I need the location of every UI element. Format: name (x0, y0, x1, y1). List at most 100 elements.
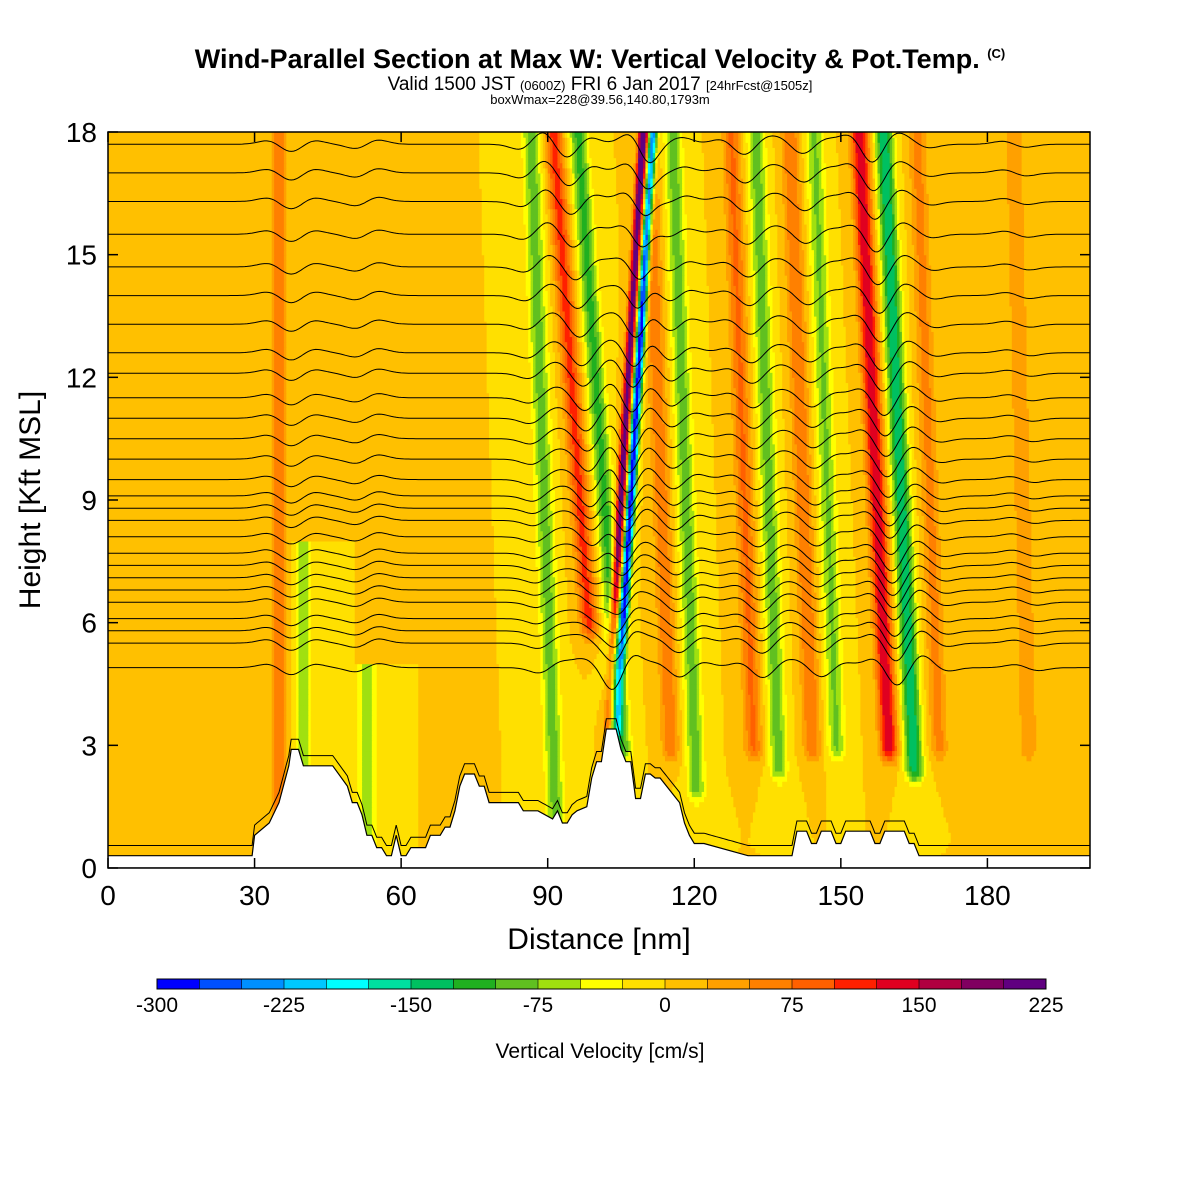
w-cell (1038, 811, 1042, 818)
w-cell (699, 822, 703, 828)
w-cell (191, 827, 195, 833)
w-cell (833, 816, 837, 823)
w-cell (811, 811, 815, 818)
w-cell (689, 806, 693, 813)
w-cell (987, 822, 991, 828)
w-cell (1085, 816, 1089, 823)
w-cell (689, 811, 693, 818)
w-cell (955, 811, 959, 818)
w-cell (730, 822, 734, 828)
w-cell (967, 847, 971, 854)
w-cell (1060, 816, 1064, 823)
w-cell (1068, 822, 1072, 828)
w-cell (770, 847, 774, 854)
w-cell (892, 827, 896, 833)
w-cell (125, 816, 129, 823)
w-cell (1065, 832, 1069, 838)
w-cell (386, 811, 390, 818)
w-cell (801, 822, 805, 828)
w-cell (872, 832, 876, 838)
w-cell (213, 811, 217, 818)
w-cell (1060, 827, 1064, 833)
w-cell (791, 832, 796, 838)
w-cell (1038, 827, 1042, 833)
w-cell (1033, 837, 1037, 844)
w-cell (1019, 827, 1023, 833)
w-cell (1014, 811, 1018, 818)
w-cell (381, 806, 385, 813)
w-cell (992, 811, 996, 818)
w-cell (1043, 822, 1047, 828)
w-cell (147, 822, 151, 828)
w-cell (1080, 816, 1084, 823)
w-cell (723, 827, 727, 833)
w-cell (999, 827, 1003, 833)
w-cell (108, 806, 112, 813)
w-cell (428, 806, 432, 813)
w-cell (728, 816, 732, 823)
w-cell (1065, 847, 1069, 854)
w-cell (765, 816, 769, 823)
w-cell (982, 837, 986, 844)
w-cell (1041, 822, 1045, 828)
w-cell (169, 847, 173, 854)
w-cell (264, 806, 268, 813)
w-cell (149, 832, 153, 838)
w-cell (423, 816, 427, 823)
w-cell (923, 816, 927, 823)
w-cell (132, 811, 136, 818)
w-cell (249, 827, 253, 833)
w-cell (408, 832, 412, 838)
w-cell (1087, 827, 1090, 833)
w-cell (217, 816, 221, 823)
w-cell (691, 837, 695, 844)
w-cell (721, 842, 725, 849)
w-cell (1080, 847, 1084, 854)
w-cell (765, 811, 769, 818)
w-cell (1043, 832, 1047, 838)
w-cell (860, 811, 864, 818)
w-cell (958, 847, 962, 854)
w-cell (525, 806, 529, 813)
w-cell (183, 827, 187, 833)
w-cell (1058, 827, 1062, 833)
w-cell (442, 816, 446, 823)
w-cell (555, 806, 559, 813)
w-cell (376, 811, 380, 818)
w-cell (760, 811, 764, 818)
w-cell (186, 832, 190, 838)
w-cell (840, 811, 844, 818)
w-cell (230, 806, 234, 813)
w-cell (921, 832, 925, 838)
w-cell (213, 816, 217, 823)
w-cell (772, 822, 776, 828)
w-cell (142, 847, 146, 854)
w-cell (855, 816, 859, 823)
w-cell (217, 811, 221, 818)
w-cell (410, 842, 414, 849)
w-cell (853, 811, 857, 818)
w-cell (980, 822, 984, 828)
w-cell (1077, 827, 1081, 833)
w-cell (156, 806, 160, 813)
w-cell (823, 811, 827, 818)
w-cell (237, 806, 241, 813)
w-cell (1058, 832, 1062, 838)
w-cell (733, 837, 737, 844)
w-cell (889, 811, 893, 818)
w-cell (188, 827, 192, 833)
w-cell (415, 811, 419, 818)
w-cell (860, 822, 864, 828)
w-cell (958, 822, 962, 828)
w-cell (960, 827, 964, 833)
w-cell (545, 811, 549, 818)
w-cell (1016, 822, 1020, 828)
w-cell (1016, 837, 1020, 844)
w-cell (899, 822, 903, 828)
w-cell (684, 822, 688, 828)
w-cell (420, 842, 424, 849)
w-cell (745, 827, 749, 833)
w-cell (200, 837, 204, 844)
w-cell (156, 827, 160, 833)
w-cell (711, 816, 715, 823)
